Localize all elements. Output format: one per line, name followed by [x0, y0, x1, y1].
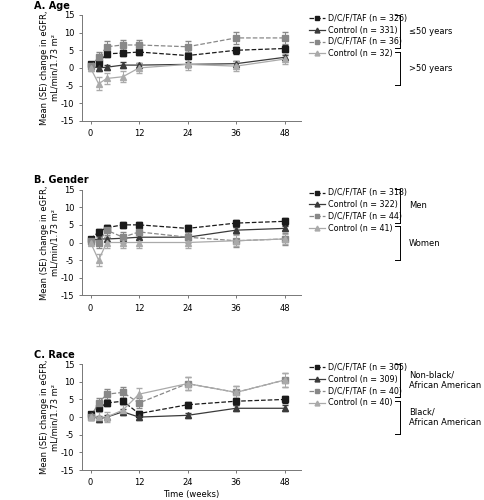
Text: C. Race: C. Race [34, 350, 75, 360]
Text: Black/
African American: Black/ African American [408, 408, 480, 428]
Text: B. Gender: B. Gender [34, 176, 89, 186]
Y-axis label: Mean (SE) change in eGFR,
mL/min/1.73 m²: Mean (SE) change in eGFR, mL/min/1.73 m² [40, 360, 59, 474]
Text: Non-black/
African American: Non-black/ African American [408, 371, 480, 390]
Text: Men: Men [408, 202, 426, 210]
Text: Women: Women [408, 238, 439, 248]
Text: >50 years: >50 years [408, 64, 451, 73]
Y-axis label: Mean (SE) change in eGFR,
mL/min/1.73 m²: Mean (SE) change in eGFR, mL/min/1.73 m² [40, 185, 59, 300]
Legend: D/C/F/TAF (n = 305), Control (n = 309), D/C/F/TAF (n = 40), Control (n = 40): D/C/F/TAF (n = 305), Control (n = 309), … [308, 363, 406, 408]
Y-axis label: Mean (SE) change in eGFR,
mL/min/1.73 m²: Mean (SE) change in eGFR, mL/min/1.73 m² [40, 10, 59, 125]
Text: A. Age: A. Age [34, 1, 70, 11]
Text: ≤50 years: ≤50 years [408, 27, 451, 36]
Legend: D/C/F/TAF (n = 318), Control (n = 322), D/C/F/TAF (n = 44), Control (n = 41): D/C/F/TAF (n = 318), Control (n = 322), … [308, 188, 406, 233]
X-axis label: Time (weeks): Time (weeks) [163, 490, 219, 499]
Legend: D/C/F/TAF (n = 326), Control (n = 331), D/C/F/TAF (n = 36), Control (n = 32): D/C/F/TAF (n = 326), Control (n = 331), … [308, 14, 406, 58]
